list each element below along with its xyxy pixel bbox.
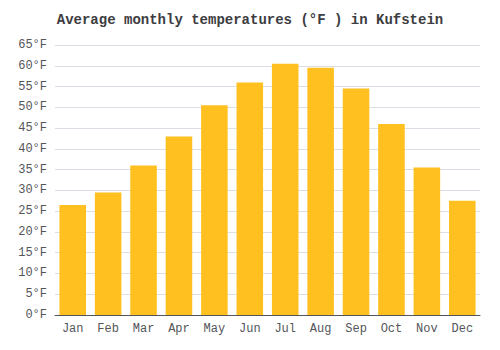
svg-text:40°F: 40°F [18,142,47,156]
svg-text:45°F: 45°F [18,121,47,135]
svg-text:Jan: Jan [62,322,84,336]
svg-text:Aug: Aug [310,322,332,336]
svg-text:55°F: 55°F [18,80,47,94]
svg-text:35°F: 35°F [18,163,47,177]
svg-text:Mar: Mar [133,322,155,336]
svg-text:20°F: 20°F [18,225,47,239]
svg-text:60°F: 60°F [18,59,47,73]
svg-text:May: May [204,322,226,336]
svg-text:Oct: Oct [381,322,403,336]
svg-text:30°F: 30°F [18,183,47,197]
svg-text:Average monthly temperatures (: Average monthly temperatures (°F ) in Ku… [57,12,443,28]
svg-text:Dec: Dec [451,322,473,336]
svg-text:10°F: 10°F [18,266,47,280]
svg-text:Apr: Apr [168,322,190,336]
svg-text:Jun: Jun [239,322,261,336]
svg-text:15°F: 15°F [18,246,47,260]
svg-text:Feb: Feb [97,322,119,336]
svg-text:Sep: Sep [345,322,367,336]
svg-text:25°F: 25°F [18,204,47,218]
svg-text:Nov: Nov [416,322,438,336]
svg-text:0°F: 0°F [25,308,47,322]
svg-text:65°F: 65°F [18,38,47,52]
svg-text:Jul: Jul [274,322,296,336]
svg-text:50°F: 50°F [18,100,47,114]
svg-text:5°F: 5°F [25,287,47,301]
